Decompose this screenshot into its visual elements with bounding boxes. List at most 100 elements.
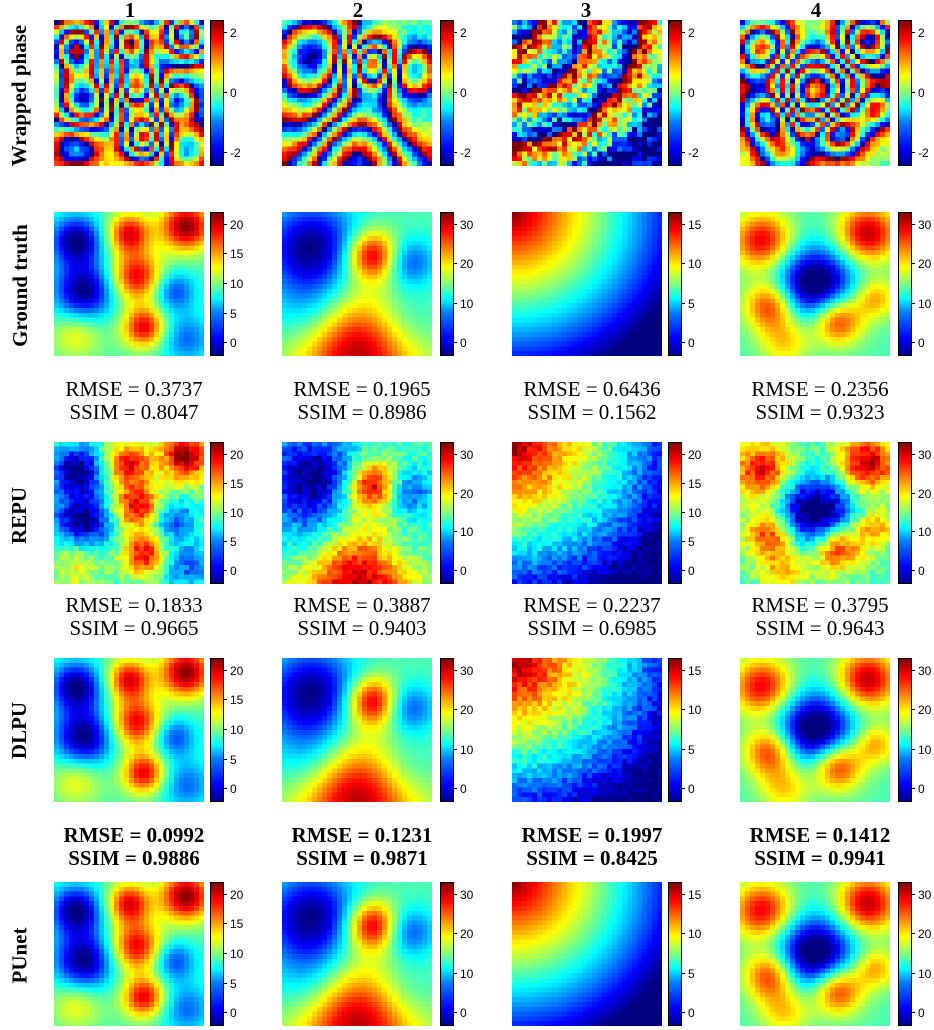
- colorbar-tick-label: 30: [460, 889, 473, 901]
- colorbar-tick-label: 0: [460, 337, 467, 349]
- colorbar-tick-label: -2: [230, 147, 241, 159]
- colorbar-tick-label: 0: [688, 87, 695, 99]
- colorbar-tick-label: 30: [918, 665, 931, 677]
- colorbar-tick-label: 30: [918, 449, 931, 461]
- colorbar-2-2: [440, 212, 454, 356]
- colorbar-3-1: [210, 442, 224, 584]
- panel-ground-truth-4: [740, 212, 890, 356]
- colorbar-5-3: [668, 882, 682, 1026]
- colorbar-tick-label: 5: [230, 536, 237, 548]
- colorbar-1-1: [210, 20, 224, 166]
- panel-repu-3: [512, 442, 662, 584]
- colorbar-tick-label: 0: [688, 337, 695, 349]
- colorbar-tick-label: 10: [460, 744, 473, 756]
- colorbar-tick-label: 30: [460, 665, 473, 677]
- colorbar-tick-label: 2: [688, 27, 695, 39]
- colorbar-tick-label: 15: [230, 918, 243, 930]
- colorbar-tick-label: -2: [688, 147, 699, 159]
- colorbar-tick-label: 30: [918, 219, 931, 231]
- metric-rmse-dlpu-4: RMSE = 0.3795: [720, 594, 920, 617]
- panel-ground-truth-3: [512, 212, 662, 356]
- colorbar-tick-label: 0: [918, 337, 925, 349]
- metric-rmse-dlpu-3: RMSE = 0.2237: [492, 594, 692, 617]
- colorbar-1-3: [668, 20, 682, 166]
- colorbar-tick-label: 30: [918, 889, 931, 901]
- row-label-punet: PUnet: [0, 880, 40, 1030]
- colorbar-tick-label: 5: [230, 754, 237, 766]
- metric-ssim-punet-1: SSIM = 0.9886: [34, 847, 234, 870]
- metric-rmse-punet-2: RMSE = 0.1231: [262, 824, 462, 847]
- metric-rmse-repu-1: RMSE = 0.3737: [34, 378, 234, 401]
- colorbar-tick-label: 0: [918, 87, 925, 99]
- colorbar-tick-label: 10: [688, 704, 701, 716]
- metric-rmse-repu-4: RMSE = 0.2356: [720, 378, 920, 401]
- colorbar-tick-label: 20: [230, 449, 243, 461]
- metric-rmse-dlpu-1: RMSE = 0.1833: [34, 594, 234, 617]
- colorbar-tick-label: 20: [460, 488, 473, 500]
- colorbar-tick-label: 0: [688, 783, 695, 795]
- colorbar-tick-label: 15: [688, 478, 701, 490]
- colorbar-tick-label: 20: [460, 928, 473, 940]
- metric-ssim-repu-4: SSIM = 0.9323: [720, 401, 920, 424]
- colorbar-4-3: [668, 658, 682, 802]
- colorbar-tick-label: 20: [230, 889, 243, 901]
- metric-ssim-dlpu-1: SSIM = 0.9665: [34, 617, 234, 640]
- colorbar-tick-label: -2: [918, 147, 929, 159]
- colorbar-1-4: [898, 20, 912, 166]
- panel-dlpu-4: [740, 658, 890, 802]
- colorbar-tick-label: 0: [688, 565, 695, 577]
- colorbar-tick-label: 10: [460, 298, 473, 310]
- colorbar-tick-label: 0: [230, 1007, 237, 1019]
- colorbar-tick-label: 0: [460, 87, 467, 99]
- colorbar-tick-label: 10: [918, 744, 931, 756]
- metric-ssim-punet-2: SSIM = 0.9871: [262, 847, 462, 870]
- colorbar-tick-label: 20: [918, 704, 931, 716]
- colorbar-1-2: [440, 20, 454, 166]
- colorbar-5-4: [898, 882, 912, 1026]
- colorbar-tick-label: 0: [688, 1007, 695, 1019]
- colorbar-tick-label: 5: [688, 744, 695, 756]
- colorbar-tick-label: 15: [230, 694, 243, 706]
- colorbar-tick-label: 5: [688, 536, 695, 548]
- colorbar-tick-label: 15: [688, 219, 701, 231]
- colorbar-5-1: [210, 882, 224, 1026]
- panel-repu-4: [740, 442, 890, 584]
- colorbar-tick-label: 30: [460, 449, 473, 461]
- colorbar-tick-label: 0: [230, 87, 237, 99]
- colorbar-tick-label: 15: [230, 478, 243, 490]
- panel-dlpu-3: [512, 658, 662, 802]
- colorbar-tick-label: 0: [918, 783, 925, 795]
- colorbar-tick-label: 15: [688, 889, 701, 901]
- metric-rmse-repu-3: RMSE = 0.6436: [492, 378, 692, 401]
- panel-wrapped-phase-3: [512, 20, 662, 166]
- colorbar-tick-label: 10: [688, 507, 701, 519]
- panel-wrapped-phase-4: [740, 20, 890, 166]
- colorbar-tick-label: 10: [688, 258, 701, 270]
- metric-rmse-punet-4: RMSE = 0.1412: [720, 824, 920, 847]
- metric-ssim-repu-1: SSIM = 0.8047: [34, 401, 234, 424]
- colorbar-tick-label: 20: [230, 219, 243, 231]
- colorbar-tick-label: 10: [688, 928, 701, 940]
- colorbar-tick-label: 15: [230, 248, 243, 260]
- colorbar-tick-label: 5: [688, 968, 695, 980]
- colorbar-tick-label: 30: [460, 219, 473, 231]
- metric-rmse-repu-2: RMSE = 0.1965: [262, 378, 462, 401]
- colorbar-tick-label: 20: [918, 488, 931, 500]
- colorbar-tick-label: 10: [918, 298, 931, 310]
- metric-ssim-dlpu-3: SSIM = 0.6985: [492, 617, 692, 640]
- colorbar-3-4: [898, 442, 912, 584]
- colorbar-3-2: [440, 442, 454, 584]
- colorbar-tick-label: 5: [688, 298, 695, 310]
- colorbar-2-3: [668, 212, 682, 356]
- panel-punet-2: [282, 882, 432, 1026]
- metric-rmse-punet-3: RMSE = 0.1997: [492, 824, 692, 847]
- colorbar-tick-label: 20: [460, 258, 473, 270]
- colorbar-tick-label: 2: [230, 27, 237, 39]
- colorbar-tick-label: 10: [230, 948, 243, 960]
- colorbar-tick-label: 0: [918, 1007, 925, 1019]
- colorbar-tick-label: 10: [230, 724, 243, 736]
- colorbar-tick-label: 2: [918, 27, 925, 39]
- colorbar-3-3: [668, 442, 682, 584]
- panel-dlpu-1: [54, 658, 204, 802]
- colorbar-tick-label: 10: [460, 526, 473, 538]
